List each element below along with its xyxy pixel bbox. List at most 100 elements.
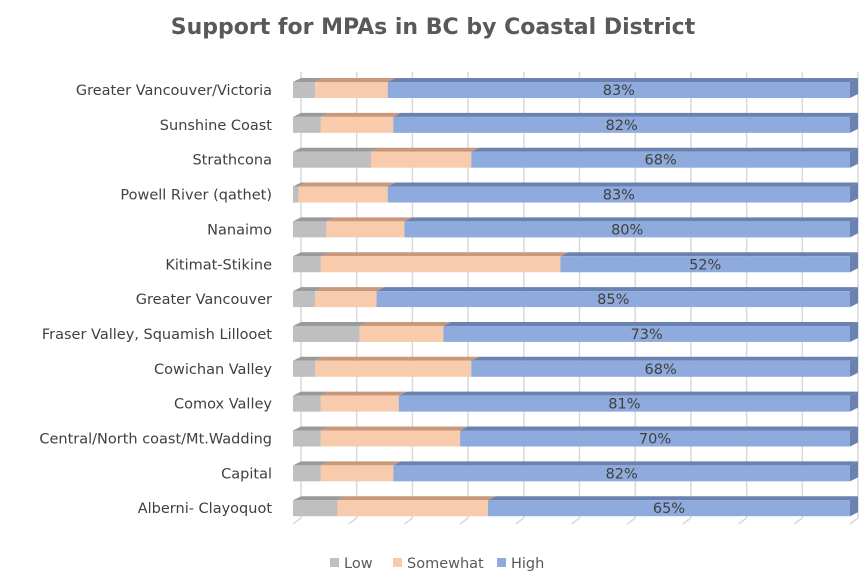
- bar-side: [850, 496, 858, 517]
- data-label: 65%: [653, 501, 685, 517]
- bar-top-high: [376, 287, 858, 292]
- bar-low: [293, 325, 360, 342]
- category-label: Fraser Valley, Squamish Lillooet: [42, 327, 272, 343]
- bar-somewhat: [359, 325, 444, 342]
- bar-top-low: [293, 391, 329, 396]
- bar-top-somewhat: [370, 147, 480, 152]
- bar-top-low: [293, 321, 368, 326]
- bar-high: [398, 395, 850, 412]
- bar-high: [387, 186, 850, 203]
- bar-somewhat: [320, 116, 394, 133]
- bar-top-somewhat: [320, 391, 407, 396]
- bar-high: [443, 325, 850, 342]
- bar-somewhat: [298, 186, 388, 203]
- bar-somewhat: [315, 360, 472, 377]
- legend-swatch-high: [497, 558, 506, 567]
- bar-low: [293, 465, 321, 482]
- bar-top-high: [404, 217, 858, 222]
- bar-high: [393, 465, 850, 482]
- bar-top-high: [471, 147, 858, 152]
- bar-low: [293, 221, 327, 238]
- bar-side: [850, 287, 858, 308]
- bar-top-low: [293, 182, 307, 187]
- category-label: Cowichan Valley: [154, 362, 272, 378]
- bar-top-somewhat: [337, 496, 496, 501]
- bar-top-high: [443, 321, 858, 326]
- category-label: Nanaimo: [207, 222, 272, 238]
- bar-high: [387, 82, 850, 98]
- category-label: Sunshine Coast: [160, 118, 273, 134]
- bar-somewhat: [320, 256, 561, 273]
- category-label: Greater Vancouver: [136, 292, 272, 308]
- bar-top-high: [398, 391, 858, 396]
- bar-top-low: [293, 496, 346, 501]
- data-label: 83%: [603, 188, 635, 204]
- bar-somewhat: [315, 82, 388, 98]
- bar-side: [850, 147, 858, 168]
- bar-low: [293, 256, 321, 273]
- bar-top-high: [387, 78, 858, 82]
- bar-top-low: [293, 426, 329, 431]
- bar-side: [850, 182, 858, 203]
- gridline-floor: [626, 517, 636, 525]
- bar-top-high: [471, 356, 858, 361]
- bar-top-low: [293, 78, 324, 82]
- legend-swatch-somewhat: [393, 558, 402, 567]
- bar-low: [293, 186, 299, 203]
- category-label: Alberni- Clayoquot: [138, 501, 273, 517]
- bar-top-somewhat: [320, 112, 402, 117]
- bar-side: [850, 461, 858, 482]
- bar-somewhat: [326, 221, 405, 238]
- bar-low: [293, 395, 321, 412]
- data-label: 82%: [606, 118, 638, 134]
- category-label: Kitimat-Stikine: [165, 257, 272, 273]
- bar-somewhat: [320, 395, 399, 412]
- bar-low: [293, 430, 321, 447]
- data-label: 83%: [603, 83, 635, 99]
- chart-title: Support for MPAs in BC by Coastal Distri…: [171, 15, 696, 40]
- data-label: 85%: [597, 292, 629, 308]
- bar-top-somewhat: [315, 78, 396, 82]
- bar-low: [293, 82, 316, 98]
- bar-low: [293, 500, 338, 517]
- gridline-floor: [793, 517, 803, 525]
- legend-label-somewhat: Somewhat: [407, 556, 484, 572]
- bar-side: [850, 391, 858, 412]
- category-label: Comox Valley: [174, 397, 272, 413]
- bar-somewhat: [370, 151, 472, 168]
- bar-low: [293, 116, 321, 133]
- gridline-floor: [738, 517, 748, 525]
- bar-somewhat: [337, 500, 488, 517]
- legend-label-low: Low: [344, 556, 373, 572]
- category-label: Powell River (qathet): [120, 188, 272, 204]
- gridline-floor: [571, 517, 580, 525]
- bar-high: [471, 360, 850, 377]
- bar-high: [471, 151, 850, 168]
- gridline-floor: [459, 517, 469, 525]
- bar-side: [850, 252, 858, 273]
- bar-side: [850, 112, 858, 133]
- category-label: Greater Vancouver/Victoria: [76, 83, 272, 99]
- bar-top-high: [387, 182, 858, 187]
- category-label: Capital: [221, 466, 272, 482]
- bar-side: [850, 321, 858, 342]
- bar-top-somewhat: [359, 321, 452, 326]
- gridline-floor: [515, 517, 525, 525]
- gridline-floor: [403, 517, 413, 525]
- gridline-floor: [292, 517, 302, 525]
- bar-top-somewhat: [320, 252, 569, 257]
- bar-top-somewhat: [298, 182, 396, 187]
- bar-top-low: [293, 461, 329, 466]
- bar-top-somewhat: [326, 217, 413, 222]
- bar-low: [293, 151, 371, 168]
- legend-swatch-low: [330, 558, 339, 567]
- bar-high: [560, 256, 850, 273]
- bar-top-high: [460, 426, 858, 431]
- bar-side: [850, 356, 858, 377]
- bar-top-low: [293, 147, 379, 152]
- bar-side: [850, 78, 858, 98]
- data-label: 68%: [645, 153, 677, 169]
- bar-top-low: [293, 287, 324, 292]
